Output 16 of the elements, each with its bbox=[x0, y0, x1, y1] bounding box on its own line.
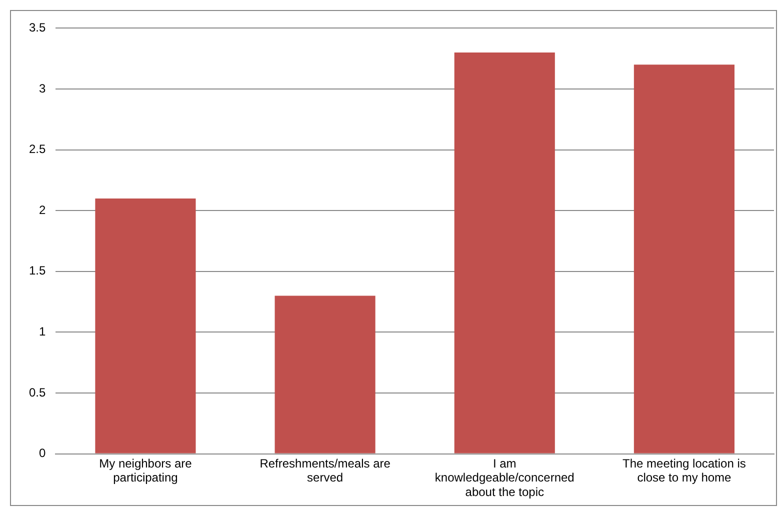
y-tick-label: 0.5 bbox=[28, 385, 46, 400]
y-tick-label: 3.5 bbox=[28, 20, 46, 35]
y-tick-label: 1.5 bbox=[28, 264, 46, 278]
bar bbox=[454, 52, 555, 454]
x-tick-label: My neighbors are participating bbox=[99, 456, 192, 485]
y-tick-label: 3 bbox=[38, 81, 46, 96]
bar bbox=[274, 296, 376, 454]
y-tick-label: 2 bbox=[38, 202, 46, 217]
y-tick-label: 2.5 bbox=[28, 142, 46, 156]
bar bbox=[634, 64, 734, 454]
bar bbox=[95, 198, 196, 454]
y-tick-label: 1 bbox=[38, 324, 46, 339]
y-tick-label: 0 bbox=[38, 446, 46, 460]
x-tick-label: The meeting location is close to my home bbox=[622, 456, 746, 485]
x-tick-label: I am knowledgeable/concerned about the topic bbox=[434, 456, 574, 500]
x-tick-label: Refreshments/meals are served bbox=[260, 456, 391, 485]
